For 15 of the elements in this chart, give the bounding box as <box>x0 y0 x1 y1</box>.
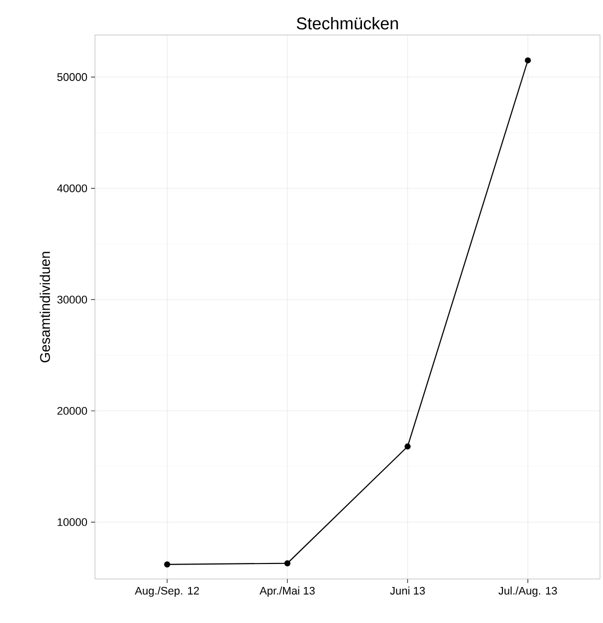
y-tick-label: 30000 <box>57 296 88 304</box>
y-tick-label: 10000 <box>58 518 88 526</box>
y-tick-label: 40000 <box>57 184 88 192</box>
x-tick-label: Aug./Sep. 12 <box>134 586 199 597</box>
x-tick-label: Jul./Aug. 13 <box>498 586 557 597</box>
y-axis-title: Gesamtindividuen <box>40 252 50 362</box>
x-tick-label: Apr./Mai 13 <box>260 586 315 597</box>
point <box>284 560 290 566</box>
point <box>404 443 411 450</box>
y-tick-label: 20000 <box>57 406 88 415</box>
point <box>524 57 531 64</box>
y-tick-label: 50000 <box>57 73 88 81</box>
point <box>164 561 170 568</box>
x-tick-label: Juni 13 <box>390 586 425 595</box>
chart-title: Stechmücken <box>296 16 398 30</box>
